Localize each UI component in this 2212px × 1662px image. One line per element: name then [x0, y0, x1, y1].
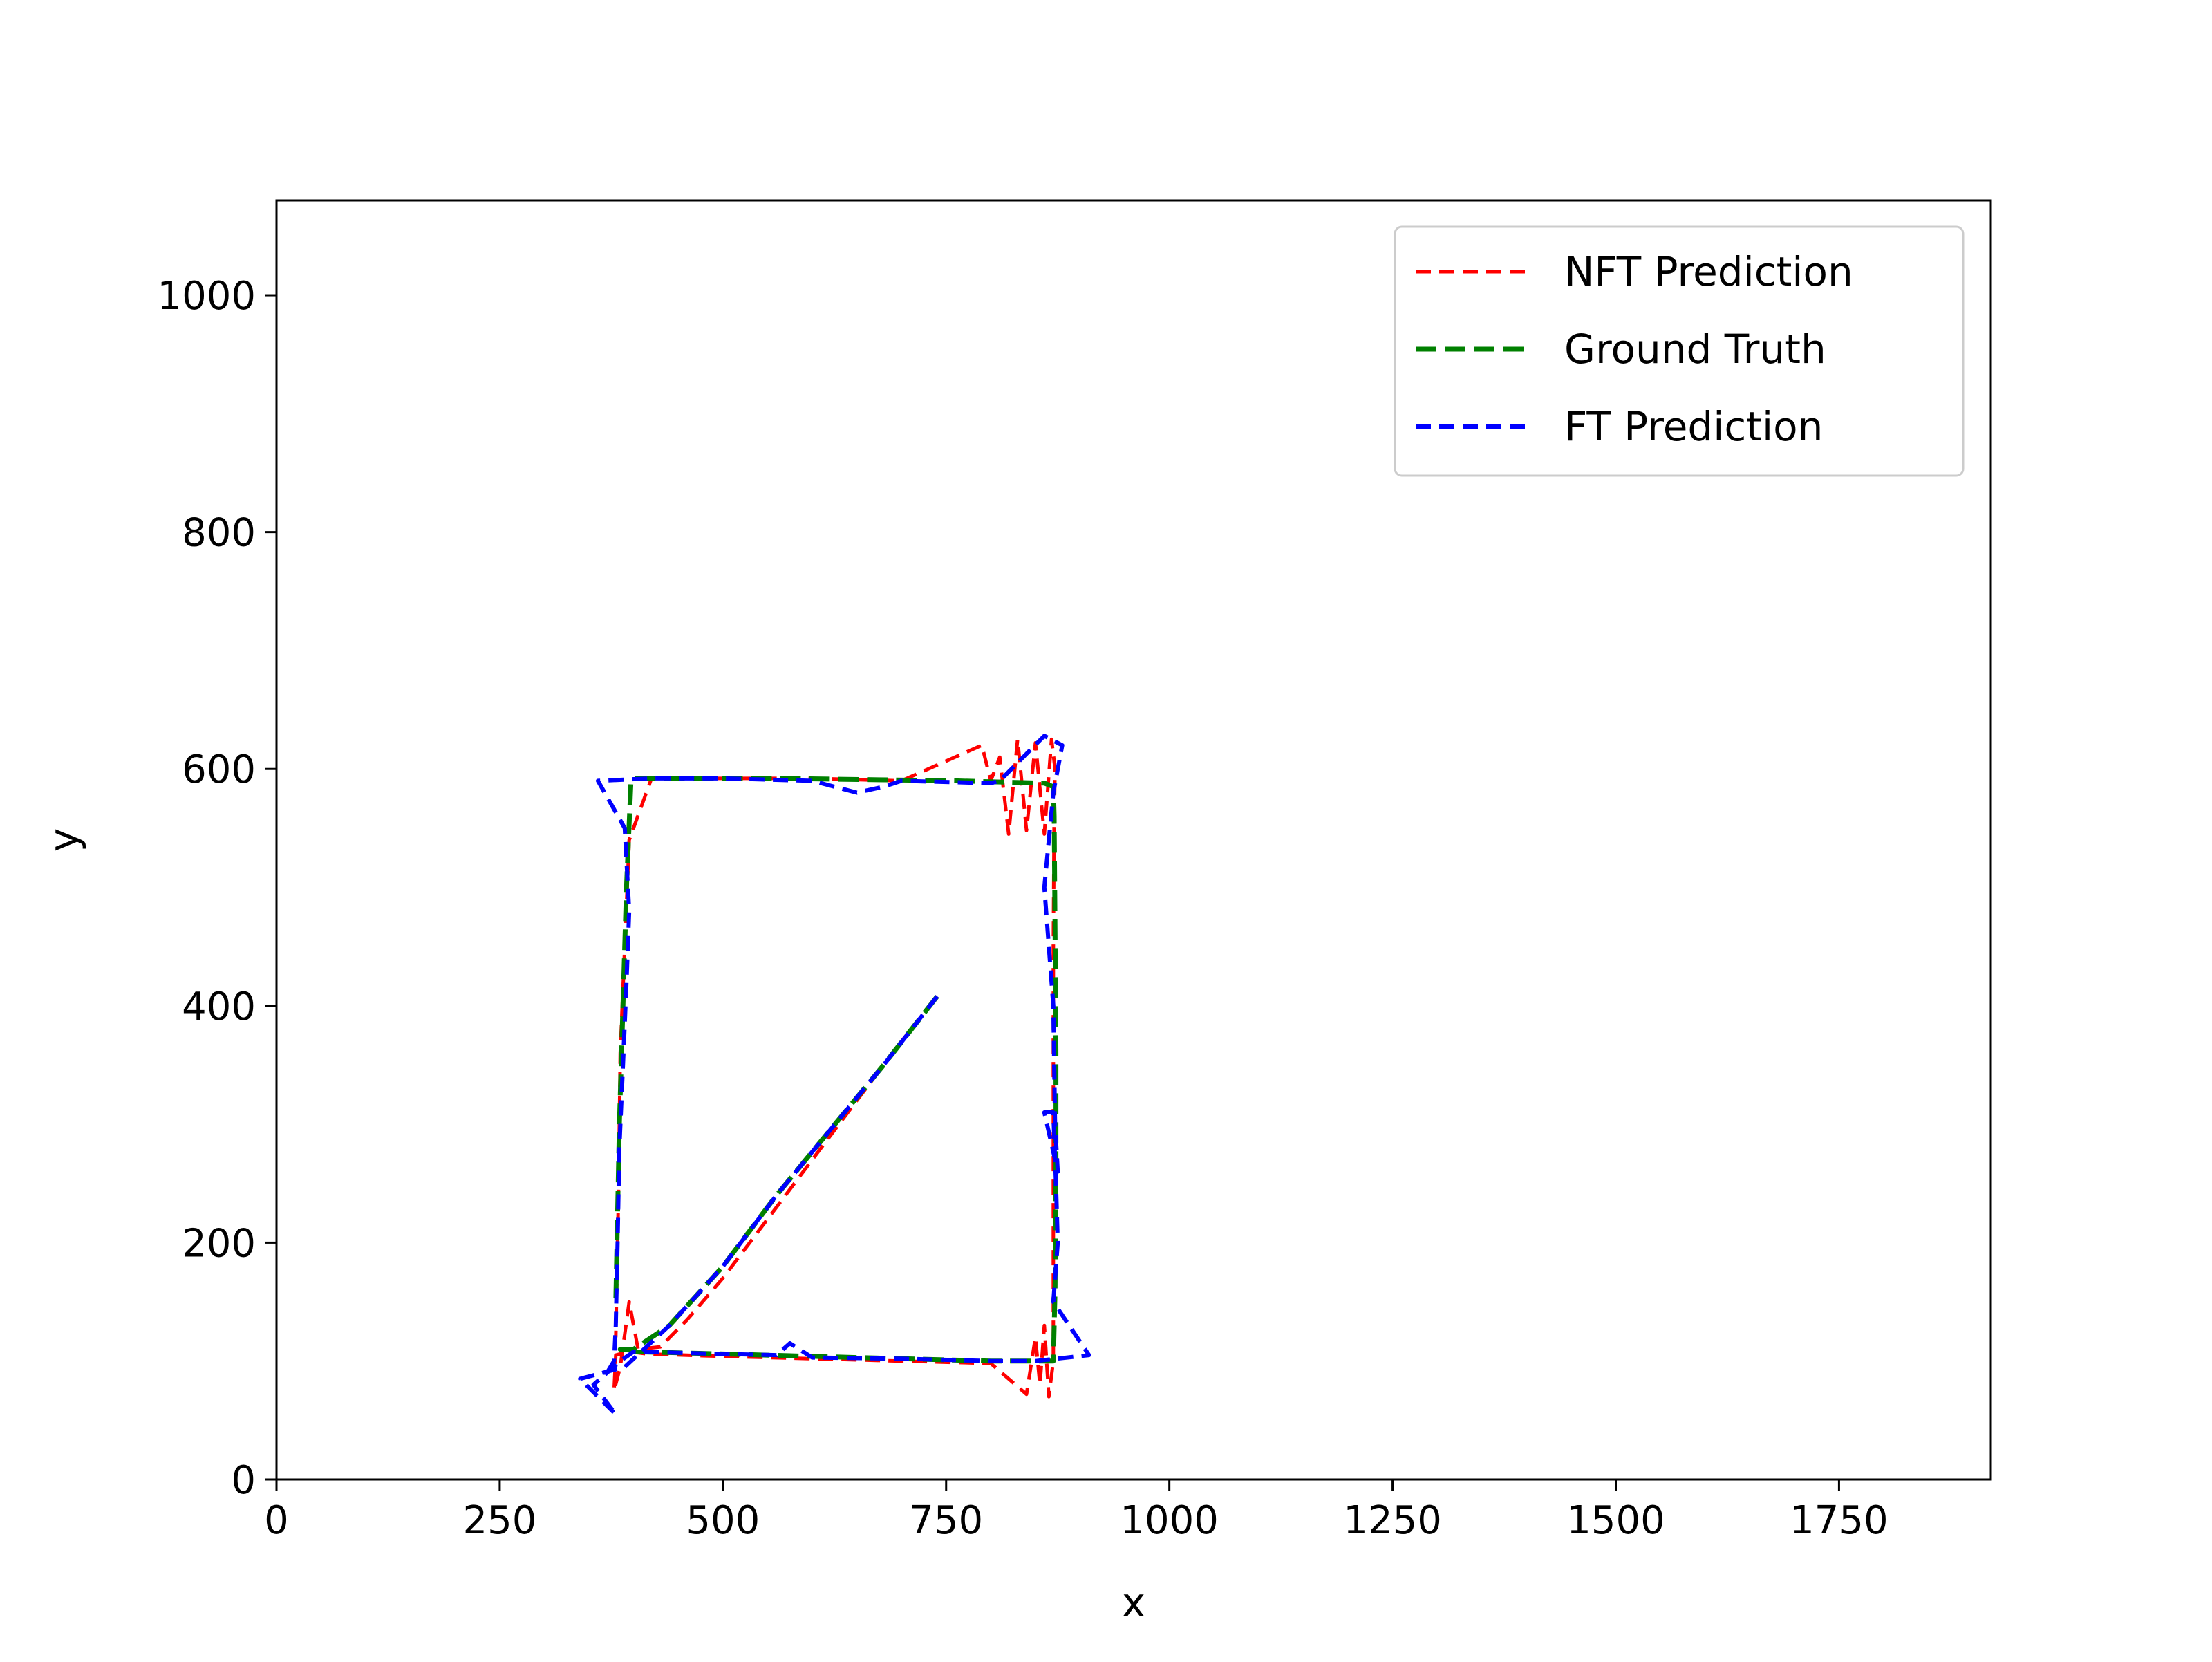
- y-tick-label: 200: [182, 1221, 256, 1266]
- series-layer: [578, 734, 1091, 1417]
- x-tick-label: 1750: [1790, 1498, 1888, 1543]
- y-tick-label: 800: [182, 511, 256, 556]
- series-line-ft-prediction: [578, 734, 1091, 1417]
- y-tick-label: 1000: [157, 274, 256, 319]
- x-axis-ticks: 0 250 500 750 1000 1250 1500 1750: [264, 1479, 1888, 1543]
- legend-box: [1394, 225, 1965, 477]
- legend: NFT Prediction Ground Truth FT Prediction: [1394, 225, 1965, 477]
- x-tick-label: 1250: [1343, 1498, 1442, 1543]
- plot-frame: [275, 199, 1992, 1481]
- y-tick-label: 400: [182, 984, 256, 1029]
- y-axis-label: y: [40, 828, 87, 852]
- legend-label: NFT Prediction: [1564, 248, 1853, 295]
- x-axis-label: x: [1122, 1579, 1145, 1626]
- legend-label: Ground Truth: [1564, 326, 1826, 373]
- x-tick-label: 1000: [1120, 1498, 1219, 1543]
- y-tick-label: 600: [182, 747, 256, 792]
- x-tick-label: 1500: [1566, 1498, 1665, 1543]
- x-tick-label: 0: [264, 1498, 289, 1543]
- series-line-nft-prediction: [612, 737, 1057, 1399]
- legend-label: FT Prediction: [1564, 403, 1823, 450]
- x-tick-label: 750: [909, 1498, 983, 1543]
- x-tick-label: 500: [686, 1498, 760, 1543]
- x-tick-label: 250: [462, 1498, 536, 1543]
- y-tick-label: 0: [231, 1458, 256, 1503]
- y-axis-ticks: 0 200 400 600 800 1000: [157, 274, 276, 1503]
